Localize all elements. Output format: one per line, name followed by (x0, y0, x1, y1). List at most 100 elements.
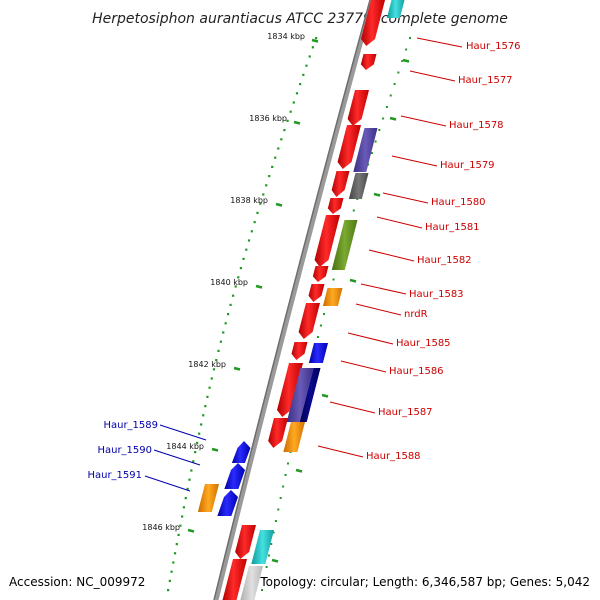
inner-dot (272, 531, 275, 534)
gene-label-haur-1578[interactable]: Haur_1578 (449, 120, 504, 131)
scale-dot (200, 423, 203, 426)
gene-label-haur-1587[interactable]: Haur_1587 (378, 407, 433, 418)
scale-dot (177, 533, 180, 536)
backbone-line (213, 0, 375, 600)
scale-dot (277, 147, 280, 150)
scale-dot (239, 267, 243, 270)
scale-dot (315, 37, 318, 40)
leader-line-red (400, 115, 447, 127)
gene-block-red (327, 198, 344, 214)
inner-major-tick (349, 278, 357, 283)
inner-dot (385, 106, 388, 108)
topology-label: Topology: circular; Length: 6,346,587 bp… (259, 575, 590, 589)
gene-label-haur-1589[interactable]: Haur_1589 (103, 420, 158, 431)
inner-dot (287, 462, 290, 465)
gene-label-haur-1591[interactable]: Haur_1591 (87, 470, 142, 481)
inner-dot (405, 48, 408, 51)
scale-dot (222, 331, 225, 334)
gene-block-blue (217, 490, 238, 516)
scale-dot (289, 110, 292, 113)
scale-dot (232, 294, 235, 297)
scale-dot (280, 138, 283, 141)
gene-label-haur-1580[interactable]: Haur_1580 (431, 197, 486, 208)
accession-label: Accession: NC_009972 (9, 575, 145, 589)
gene-block-blue (308, 343, 328, 363)
inner-dot (319, 324, 322, 327)
major-tick (233, 366, 241, 371)
scale-dot (308, 55, 311, 58)
leader-line-red (391, 155, 438, 167)
gene-label-haur-1582[interactable]: Haur_1582 (417, 255, 472, 266)
gene-block-red (360, 54, 377, 70)
scale-dot (206, 395, 209, 398)
scale-dot (173, 552, 177, 555)
gene-block-red (312, 266, 329, 282)
inner-dot (374, 140, 377, 143)
scale-dot (188, 478, 191, 481)
gene-block-cyan (251, 530, 274, 564)
scale-dot (170, 570, 173, 573)
gene-label-haur-1579[interactable]: Haur_1579 (440, 160, 495, 171)
gene-block-red (331, 171, 350, 197)
gene-label-haur-1583[interactable]: Haur_1583 (409, 289, 464, 300)
scale-dot (181, 515, 184, 518)
inner-dot (382, 117, 385, 120)
gene-label-haur-1588[interactable]: Haur_1588 (366, 451, 421, 462)
scale-dot (212, 368, 216, 371)
scale-dot (186, 487, 189, 490)
inner-dot (332, 278, 335, 281)
scale-dot (271, 165, 274, 168)
inner-dot (393, 83, 396, 85)
gene-label-haur-1590[interactable]: Haur_1590 (97, 445, 152, 456)
gene-block-purple (353, 128, 378, 172)
tick-label-1842: 1842 kbp (188, 360, 226, 369)
scale-dot (283, 129, 286, 132)
scale-dot (196, 441, 199, 444)
tick-label-1834: 1834 kbp (267, 32, 305, 41)
scale-dot (274, 156, 277, 159)
leader-line-red (360, 283, 407, 295)
scale-dot (168, 579, 171, 582)
tick-label-1844: 1844 kbp (166, 442, 204, 451)
gene-label-haur-1577[interactable]: Haur_1577 (458, 75, 513, 86)
gene-label-nrdr[interactable]: nrdR (404, 309, 428, 320)
scale-dot (245, 248, 248, 251)
inner-dot (284, 474, 287, 476)
inner-dot (378, 129, 381, 131)
leader-line-blue (144, 475, 191, 492)
scale-dot (256, 211, 259, 214)
scale-dot (302, 73, 305, 76)
tick-label-1840: 1840 kbp (210, 278, 248, 287)
gene-block-orange (322, 288, 343, 306)
gene-label-haur-1576[interactable]: Haur_1576 (466, 41, 521, 52)
scale-dot (210, 377, 213, 380)
scale-dot (204, 405, 207, 408)
scale-dot (295, 92, 299, 95)
gene-block-red (361, 0, 385, 46)
gene-label-haur-1585[interactable]: Haur_1585 (396, 338, 451, 349)
scale-dot (208, 386, 211, 389)
leader-line-blue (153, 449, 201, 466)
scale-dot (192, 460, 195, 463)
scale-dot (184, 497, 187, 500)
scale-dot (311, 46, 315, 49)
gene-block-red (277, 363, 303, 417)
leader-line-red (340, 360, 387, 373)
scale-dot (299, 83, 302, 86)
major-tick (187, 528, 195, 533)
inner-dot (261, 589, 263, 591)
scale-dot (250, 230, 253, 233)
major-tick (255, 284, 263, 289)
gene-label-haur-1581[interactable]: Haur_1581 (425, 222, 480, 233)
scale-dot (215, 359, 218, 362)
leader-line-red (376, 216, 423, 229)
gene-block-light (240, 566, 263, 600)
inner-dot (352, 209, 355, 212)
scale-ring (167, 37, 319, 592)
inner-dot (397, 71, 400, 74)
scale-dot (182, 506, 186, 509)
scale-dot (194, 451, 197, 454)
gene-label-haur-1586[interactable]: Haur_1586 (389, 366, 444, 377)
inner-major-tick (389, 116, 397, 121)
scale-dot (172, 561, 175, 564)
